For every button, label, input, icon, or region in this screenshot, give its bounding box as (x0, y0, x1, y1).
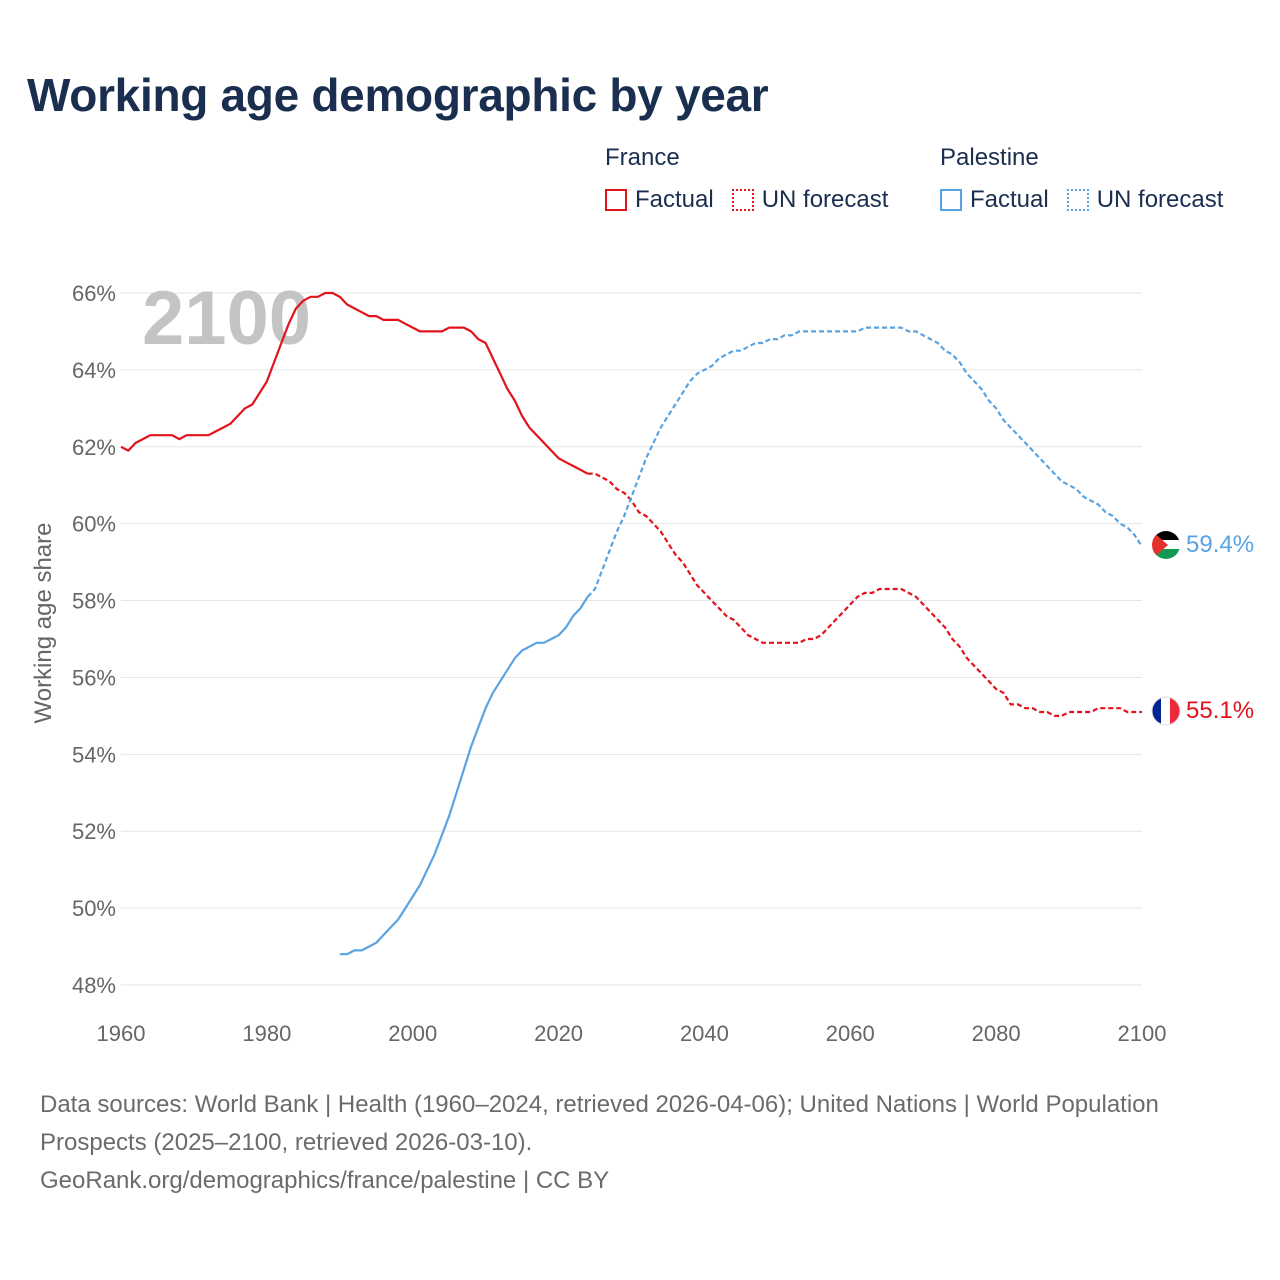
france-flag-icon (1151, 696, 1181, 726)
series-line-palestine-factual[interactable] (339, 596, 589, 956)
legend-item-france-forecast[interactable]: UN forecast (731, 186, 889, 214)
y-tick-label: 56% (72, 665, 116, 690)
y-tick-label: 50% (72, 896, 116, 921)
x-tick-label: 2060 (826, 1021, 875, 1046)
y-tick-label: 64% (72, 358, 116, 383)
y-tick-label: 60% (72, 512, 116, 537)
legend-label: UN forecast (1096, 186, 1224, 213)
x-tick-label: 2080 (972, 1021, 1021, 1046)
legend-label: Factual (970, 186, 1049, 213)
y-tick-label: 54% (72, 742, 116, 767)
end-value-label-france: 55.1% (1186, 697, 1254, 724)
x-tick-label: 2100 (1118, 1021, 1167, 1046)
y-tick-label: 62% (72, 435, 116, 460)
legend-item-palestine-forecast[interactable]: UN forecast (1066, 186, 1224, 214)
series-line-palestine-forecast[interactable] (586, 326, 1143, 598)
legend-group-france: France Factual UN forecast (605, 144, 906, 214)
line-chart: 2100 48% 50% 52% 54% 56% 58% 60% 62% 64% 66% 1960… (30, 276, 1254, 1046)
legend-group-palestine: Palestine Factual UN forecast (940, 144, 1241, 214)
chart-title: Working age demographic by year (27, 69, 769, 121)
x-tick-label: 1980 (242, 1021, 291, 1046)
end-value-label-palestine: 59.4% (1186, 531, 1254, 558)
source-link[interactable]: GeoRank.org/demographics/france/palestin… (40, 1167, 610, 1194)
legend-swatch-solid-icon (940, 189, 962, 211)
series-line-france-factual[interactable] (120, 291, 589, 475)
legend-item-france-factual[interactable]: Factual (605, 186, 714, 214)
legend-swatch-solid-icon (605, 189, 627, 211)
series-line-france-forecast[interactable] (587, 472, 1142, 717)
y-axis-label: Working age share (30, 523, 57, 724)
legend-swatch-dotted-icon (731, 189, 754, 211)
legend-item-palestine-factual[interactable]: Factual (940, 186, 1049, 214)
x-tick-label: 1960 (97, 1021, 146, 1046)
legend-label: Factual (635, 186, 714, 213)
legend-swatch-dotted-icon (1066, 189, 1089, 211)
x-tick-label: 2000 (388, 1021, 437, 1046)
legend-label: UN forecast (761, 186, 889, 213)
palestine-flag-icon (1152, 531, 1180, 559)
y-tick-label: 58% (72, 589, 116, 614)
y-tick-label: 48% (72, 973, 116, 998)
y-tick-label: 66% (72, 281, 116, 306)
x-tick-label: 2040 (680, 1021, 729, 1046)
data-sources-note: Data sources: World Bank | Health (1960–… (40, 1091, 1159, 1156)
legend-group-name: France (605, 144, 680, 171)
year-watermark: 2100 (142, 276, 311, 361)
y-tick-label: 52% (72, 819, 116, 844)
x-tick-label: 2020 (534, 1021, 583, 1046)
footer: Data sources: World Bank | Health (1960–… (40, 1086, 1240, 1200)
legend-group-name: Palestine (940, 144, 1039, 171)
